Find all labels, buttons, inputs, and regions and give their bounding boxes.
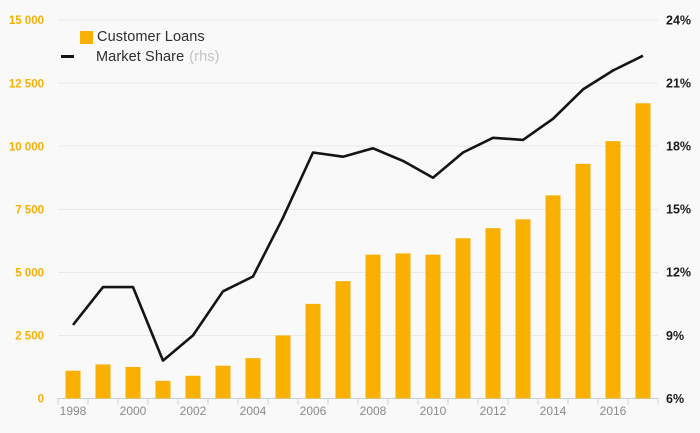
bar-2012 <box>485 228 501 399</box>
x-axis-label-2014: 2014 <box>540 404 567 418</box>
bar-1999 <box>95 364 111 399</box>
right-axis-label: 18% <box>666 140 691 154</box>
bar-2006 <box>305 303 321 399</box>
x-axis-label-2016: 2016 <box>600 404 627 418</box>
right-axis-label: 21% <box>666 76 691 90</box>
bar-2007 <box>335 281 351 399</box>
bar-2008 <box>365 254 381 399</box>
legend-label-market-share: Market Share (rhs) <box>96 49 220 65</box>
bar-2011 <box>455 238 471 399</box>
bar-2017 <box>635 103 651 399</box>
left-axis-label: 5 000 <box>15 268 44 280</box>
left-axis-label: 0 <box>38 394 44 406</box>
bar-2013 <box>515 219 531 399</box>
legend-label-market-share-text: Market Share <box>96 48 185 65</box>
legend-label-rhs-suffix: (rhs) <box>189 48 220 65</box>
market-share-line-swatch-icon <box>61 55 74 58</box>
right-axis-label: 6% <box>666 392 684 406</box>
x-axis-label-2004: 2004 <box>240 404 267 418</box>
left-axis-label: 7 500 <box>15 204 44 216</box>
left-axis-label: 2 500 <box>15 331 44 343</box>
bar-1998 <box>65 370 81 399</box>
x-axis-label-1998: 1998 <box>60 404 87 418</box>
x-axis-label-2002: 2002 <box>180 404 207 418</box>
customer-loans-swatch-icon <box>80 31 93 44</box>
x-axis-label-2006: 2006 <box>300 404 327 418</box>
bar-2005 <box>275 335 291 399</box>
bar-2010 <box>425 254 441 399</box>
x-axis-label-2012: 2012 <box>480 404 507 418</box>
bar-2000 <box>125 366 141 399</box>
left-axis-label: 15 000 <box>9 15 44 27</box>
right-axis-label: 12% <box>666 266 691 280</box>
left-axis-label: 12 500 <box>9 78 44 90</box>
legend-label-customer-loans: Customer Loans <box>97 29 205 45</box>
left-axis-label: 10 000 <box>9 141 44 153</box>
bar-2003 <box>215 365 231 399</box>
bar-2001 <box>155 380 171 399</box>
chart-legend: Customer Loans Market Share (rhs) <box>0 0 260 70</box>
market-share-line <box>71 54 644 362</box>
right-axis-label: 24% <box>666 13 691 27</box>
bar-2016 <box>605 141 621 399</box>
bar-2002 <box>185 375 201 399</box>
bar-2015 <box>575 163 591 399</box>
bar-2014 <box>545 195 561 399</box>
x-axis-label-2008: 2008 <box>360 404 387 418</box>
x-axis-label-2000: 2000 <box>120 404 147 418</box>
bar-2004 <box>245 358 261 399</box>
right-axis-label: 9% <box>666 329 684 343</box>
right-axis-label: 15% <box>666 203 691 217</box>
bar-2009 <box>395 253 411 399</box>
x-axis-label-2010: 2010 <box>420 404 447 418</box>
